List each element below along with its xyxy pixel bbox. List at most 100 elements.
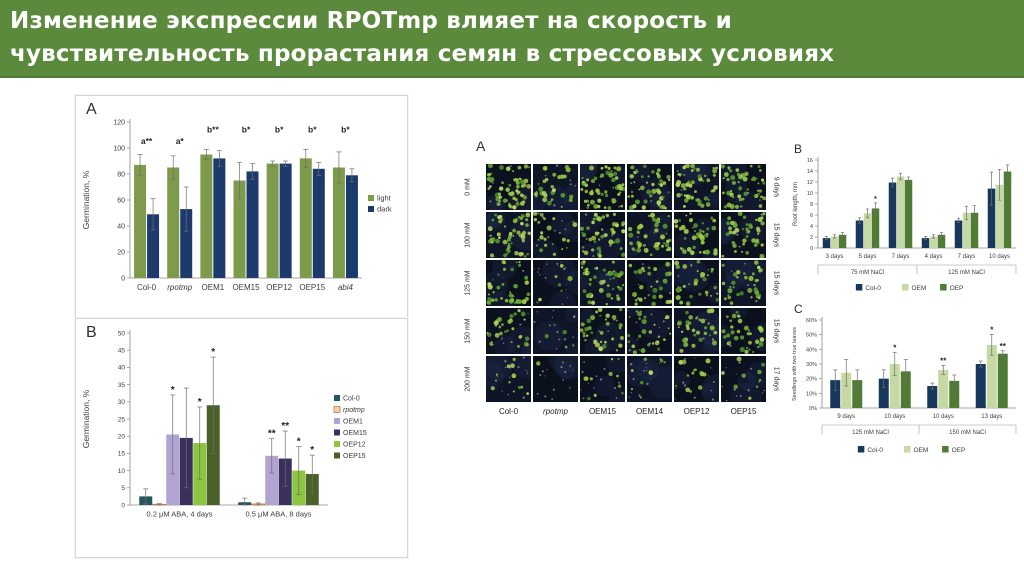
seedling-dot [609, 270, 614, 276]
seedling-photo-r1c0 [486, 212, 531, 258]
seedling-dot [732, 230, 736, 235]
seedling-dot [737, 318, 743, 324]
seedling-dot [556, 262, 559, 265]
seedling-dot [604, 190, 608, 194]
bar-OEM [995, 184, 1004, 248]
seedling-photo-image [580, 212, 625, 258]
seedling-photo-r3c0 [486, 308, 531, 354]
y-tick-label: 35 [118, 382, 126, 389]
photo-bg [486, 260, 531, 306]
seedling-dot [736, 275, 739, 279]
photo-glow [646, 279, 663, 296]
bar-dark [279, 163, 292, 278]
seedling-dot [581, 232, 587, 238]
seedling-dot [665, 248, 669, 252]
significance-mark: ** [281, 421, 289, 432]
seedling-dot [498, 325, 502, 329]
seedling-dot [639, 284, 644, 290]
seedling-dot [487, 293, 491, 296]
seedling-photo-r1c1 [533, 212, 578, 258]
significance-mark: * [874, 196, 877, 203]
seedling-dot [753, 284, 756, 287]
seedling-dot [744, 171, 749, 176]
pale-seedling-dot [547, 236, 550, 239]
seedling-dot [565, 167, 571, 173]
seedling-dot [687, 180, 691, 184]
seedling-dot [597, 204, 601, 209]
seedling-dot [754, 260, 759, 265]
seedling-photo-r3c2 [580, 308, 625, 354]
pale-seedling-dot [611, 234, 614, 237]
seedling-dot [600, 228, 604, 231]
seedling-dot [640, 310, 643, 313]
seedling-dot [584, 189, 589, 194]
seedling-dot [739, 347, 745, 353]
seedling-dot [736, 292, 740, 297]
seedling-dot [688, 315, 693, 320]
seedling-dot [756, 385, 759, 388]
pale-seedling-dot [759, 199, 761, 201]
seedling-dot [521, 239, 525, 243]
bar-Col-0 [888, 182, 897, 248]
panel-germination-light-dark: A 0 20 40 60 80 100 120 Germination, % Col-0 a** r… [75, 95, 408, 318]
seedling-dot [522, 200, 526, 204]
seedling-dot [620, 204, 624, 208]
significance-mark: * [211, 347, 215, 358]
pale-seedling-dot [747, 284, 750, 287]
bar-dark [312, 168, 325, 278]
pale-seedling-dot [498, 324, 500, 326]
seedling-dot [627, 340, 631, 343]
x-category-label: 5 days [859, 254, 877, 260]
seedling-dot [707, 322, 710, 325]
seedling-dot [490, 386, 495, 391]
bar-Col-0 [921, 238, 930, 248]
pale-seedling-dot [708, 375, 710, 377]
seedling-dot [760, 243, 764, 247]
seedling-photo-image [486, 308, 531, 354]
seedling-dot [585, 293, 591, 299]
pale-seedling-dot [501, 337, 503, 339]
y-tick-label: 0 [121, 275, 125, 282]
seedling-dot [679, 300, 684, 305]
pale-seedling-dot [639, 393, 641, 395]
seedling-photo-image [674, 260, 719, 306]
seedling-dot [496, 201, 501, 206]
seedling-photo-image [580, 260, 625, 306]
group-annotation: a* [176, 136, 185, 146]
seedling-dot [486, 332, 489, 334]
seedling-dot [691, 343, 696, 348]
pale-seedling-dot [682, 381, 685, 384]
pale-seedling-dot [572, 370, 574, 372]
seedling-dot [679, 289, 682, 292]
seedling-dot [680, 183, 686, 189]
pale-seedling-dot [612, 186, 615, 189]
seedling-dot [758, 204, 763, 208]
seedling-dot [487, 226, 493, 232]
significance-mark: * [990, 326, 994, 335]
pale-seedling-dot [710, 389, 712, 392]
seedling-dot [700, 240, 705, 245]
seedling-dot [627, 195, 631, 198]
seedling-dot [498, 236, 501, 239]
seedling-dot [756, 279, 760, 282]
seedling-dot [683, 173, 686, 176]
seedling-dot [690, 196, 694, 200]
seedling-dot [730, 330, 735, 335]
seedling-dot [685, 214, 688, 217]
seedling-dot [524, 336, 530, 341]
pale-seedling-dot [585, 377, 588, 380]
seedling-dot [644, 297, 647, 300]
pale-seedling-dot [492, 279, 494, 281]
pale-seedling-dot [662, 320, 665, 323]
seedling-dot [683, 194, 687, 197]
pale-seedling-dot [761, 392, 764, 394]
seedling-dot [630, 387, 634, 391]
pale-seedling-dot [658, 221, 661, 223]
legend-label: dark [377, 205, 392, 214]
seedling-dot [711, 338, 715, 341]
seedling-dot [572, 344, 575, 347]
seedling-dot [726, 221, 730, 226]
pale-seedling-dot [491, 343, 494, 346]
seedling-dot [503, 253, 508, 258]
seedling-dot [513, 178, 517, 182]
